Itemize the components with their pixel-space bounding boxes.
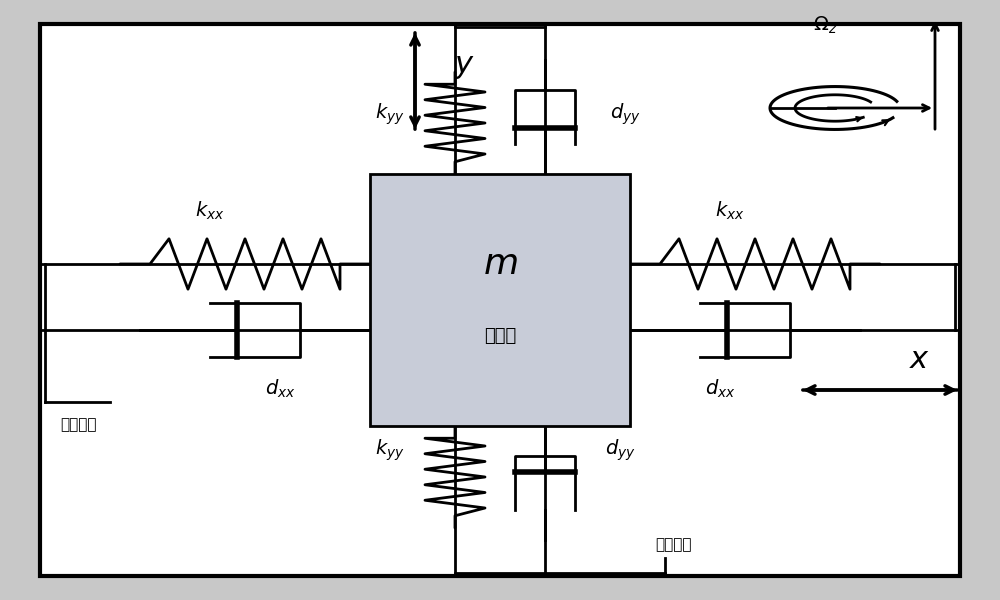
Text: $m$: $m$ [483,247,517,281]
Text: $d_{yy}$: $d_{yy}$ [610,101,640,127]
Text: $k_{yy}$: $k_{yy}$ [375,437,405,463]
Text: $k_{xx}$: $k_{xx}$ [715,200,745,222]
Bar [370,174,630,426]
Text: $x$: $x$ [909,346,931,374]
Text: $d_{yy}$: $d_{yy}$ [605,437,635,463]
Text: $d_{xx}$: $d_{xx}$ [705,378,735,400]
Text: $y$: $y$ [454,52,476,80]
Text: $k_{yy}$: $k_{yy}$ [375,101,405,127]
Text: 质量块: 质量块 [484,327,516,345]
Text: $\Omega_z$: $\Omega_z$ [813,14,837,36]
Text: $d_{xx}$: $d_{xx}$ [265,378,295,400]
Text: 电容测量: 电容测量 [655,537,692,552]
Text: $k_{xx}$: $k_{xx}$ [195,200,225,222]
Text: 电容测量: 电容测量 [60,417,96,432]
